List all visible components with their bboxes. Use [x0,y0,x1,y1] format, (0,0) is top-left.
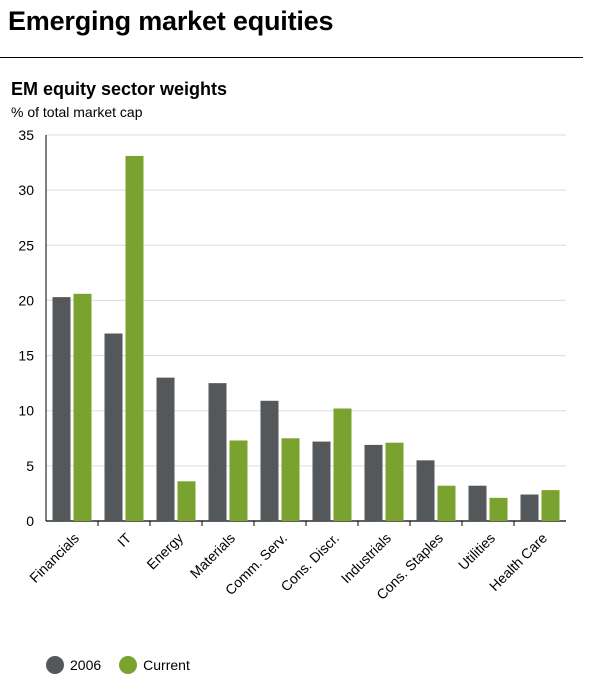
bar-current-3 [177,481,196,521]
y-tick-label: 0 [26,513,34,529]
page-title: Emerging market equities [8,6,334,36]
bar-current-2 [125,155,144,521]
bar-2006-1 [52,297,71,521]
legend-label-2006: 2006 [70,657,102,673]
y-tick-label: 20 [18,292,34,308]
bar-current-10 [541,490,560,521]
legend-swatch-2006 [46,656,64,674]
bar-2006-3 [156,377,175,521]
bar-current-9 [489,497,508,521]
legend-swatch-current [119,656,138,674]
chart-title: EM equity sector weights [11,79,228,99]
y-tick-label: 30 [18,182,34,198]
bar-chart: 0 5 10 15 20 25 30 35 Financials IT Energy Material… [18,127,566,603]
legend-item-2006: 2006 [46,656,101,674]
bar-current-4 [229,440,248,521]
bar-2006-10 [520,494,539,521]
bar-2006-7 [364,444,383,521]
x-tick-label: Energy [143,530,186,573]
x-tick-label: Utilities [455,530,498,573]
bar-current-7 [385,442,404,521]
legend-label-current: Current [143,657,190,673]
bar-2006-4 [208,383,227,521]
bar-current-1 [73,293,92,521]
y-tick-label: 35 [18,127,34,143]
legend-item-current: Current [119,656,190,674]
bar-2006-8 [416,460,435,521]
x-tick-label: Materials [187,530,238,581]
bar-2006-2 [104,333,123,521]
bar-current-6 [333,408,352,521]
bar-current-5 [281,438,300,521]
bar-2006-9 [468,485,487,521]
title-divider [0,57,583,58]
bar-2006-6 [312,441,331,521]
y-tick-label: 5 [26,458,34,474]
y-tick-label: 25 [18,237,34,253]
y-tick-label: 10 [18,403,34,419]
x-tick-label: Financials [26,530,82,586]
legend: 2006 Current [46,656,208,674]
bar-2006-5 [260,400,279,521]
chart-subtitle: % of total market cap [11,104,143,120]
bar-current-8 [437,485,456,521]
x-tick-label: IT [114,529,134,549]
y-tick-label: 15 [18,348,34,364]
